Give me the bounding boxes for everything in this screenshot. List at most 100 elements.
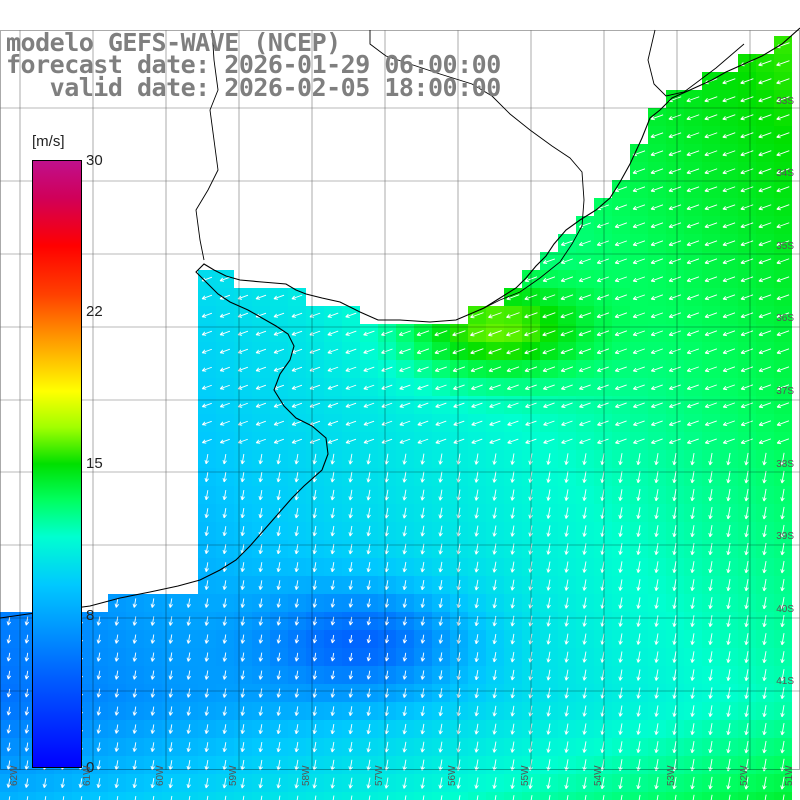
wind-arrow (474, 777, 479, 789)
wind-arrow (348, 688, 353, 698)
wind-arrow (204, 706, 209, 716)
wind-arrow (740, 438, 753, 445)
wind-arrow (564, 579, 569, 591)
wind-arrow (546, 759, 551, 771)
wind-arrow (686, 168, 700, 175)
wind-arrow (510, 759, 515, 771)
wind-arrow (708, 651, 713, 663)
wind-arrow (722, 312, 736, 319)
wind-arrow (201, 312, 213, 318)
wind-arrow (740, 294, 754, 301)
wind-arrow (240, 652, 245, 662)
wind-arrow (740, 420, 754, 427)
wind-arrow (399, 366, 411, 372)
wind-arrow (654, 723, 659, 735)
wind-arrow (474, 652, 479, 663)
wind-arrow (258, 652, 263, 662)
wind-arrow (744, 524, 749, 538)
wind-arrow (132, 652, 137, 662)
wind-arrow (672, 453, 677, 466)
wind-arrow (780, 651, 785, 664)
wind-arrow (543, 438, 555, 444)
wind-arrow (542, 384, 555, 391)
wind-arrow (399, 420, 411, 426)
wind-arrow (114, 742, 119, 752)
wind-arrow (510, 705, 515, 717)
wind-arrow (510, 525, 515, 537)
wind-arrow (686, 240, 700, 247)
wind-arrow (219, 402, 230, 408)
wind-arrow (528, 777, 533, 789)
wind-arrow (384, 777, 389, 789)
colorbar-tick: 15 (86, 455, 103, 472)
wind-arrow (726, 452, 731, 466)
wind-arrow (744, 470, 749, 484)
wind-arrow (672, 705, 677, 717)
wind-arrow (564, 453, 569, 465)
wind-arrow (690, 669, 695, 681)
wind-arrow (740, 276, 754, 283)
wind-arrow (650, 222, 664, 229)
wind-arrow (470, 330, 484, 337)
wind-arrow (510, 471, 515, 483)
wind-arrow (438, 561, 443, 573)
wind-arrow (744, 597, 749, 610)
wind-arrow (204, 490, 209, 501)
wind-arrow (564, 705, 569, 717)
wind-arrow (776, 132, 790, 139)
wind-arrow (62, 796, 65, 800)
wind-arrow (219, 276, 231, 282)
wind-arrow (650, 240, 664, 247)
wind-arrow (686, 384, 699, 391)
wind-arrow (132, 634, 137, 644)
wind-arrow (578, 312, 592, 319)
wind-arrow (422, 795, 425, 800)
wind-arrow (632, 168, 646, 175)
wind-arrow (632, 276, 646, 283)
wind-arrow (636, 615, 641, 627)
wind-speed-cell (396, 792, 414, 800)
wind-arrow (668, 330, 682, 337)
wind-arrow (582, 723, 587, 735)
wind-arrow (114, 706, 119, 716)
wind-arrow (596, 384, 609, 391)
wind-arrow (542, 294, 556, 301)
wind-arrow (578, 258, 591, 265)
wind-arrow (240, 777, 245, 789)
wind-arrow (186, 742, 191, 753)
wind-speed-cell (414, 792, 432, 800)
wind-arrow (560, 258, 573, 265)
wind-arrow (258, 471, 263, 483)
wind-arrow (242, 795, 245, 800)
wind-arrow (402, 777, 407, 789)
wind-arrow (134, 795, 137, 800)
wind-arrow (582, 561, 587, 573)
wind-arrow (6, 634, 12, 644)
wind-arrow (492, 525, 497, 537)
wind-arrow (762, 488, 767, 502)
wind-arrow (312, 489, 317, 501)
wind-arrow (542, 276, 556, 283)
wind-arrow (546, 723, 551, 735)
wind-arrow (168, 688, 173, 698)
wind-arrow (708, 488, 713, 502)
wind-arrow (722, 186, 736, 193)
wind-arrow (488, 366, 502, 373)
wind-arrow (668, 420, 681, 427)
wind-speed-cell (306, 792, 324, 800)
wind-arrow (578, 240, 591, 247)
wind-arrow (276, 688, 281, 698)
wind-arrow (780, 488, 785, 502)
wind-arrow (582, 651, 587, 663)
wind-arrow (672, 471, 677, 484)
wind-arrow (24, 634, 30, 644)
wind-arrow (294, 598, 299, 608)
wind-arrow (668, 366, 681, 373)
wind-arrow (42, 778, 47, 788)
wind-arrow (420, 598, 425, 608)
wind-arrow (762, 776, 767, 790)
wind-speed-cell (774, 792, 792, 800)
wind-speed-cell (72, 792, 90, 800)
wind-arrow (618, 723, 623, 735)
wind-arrow (690, 687, 695, 699)
